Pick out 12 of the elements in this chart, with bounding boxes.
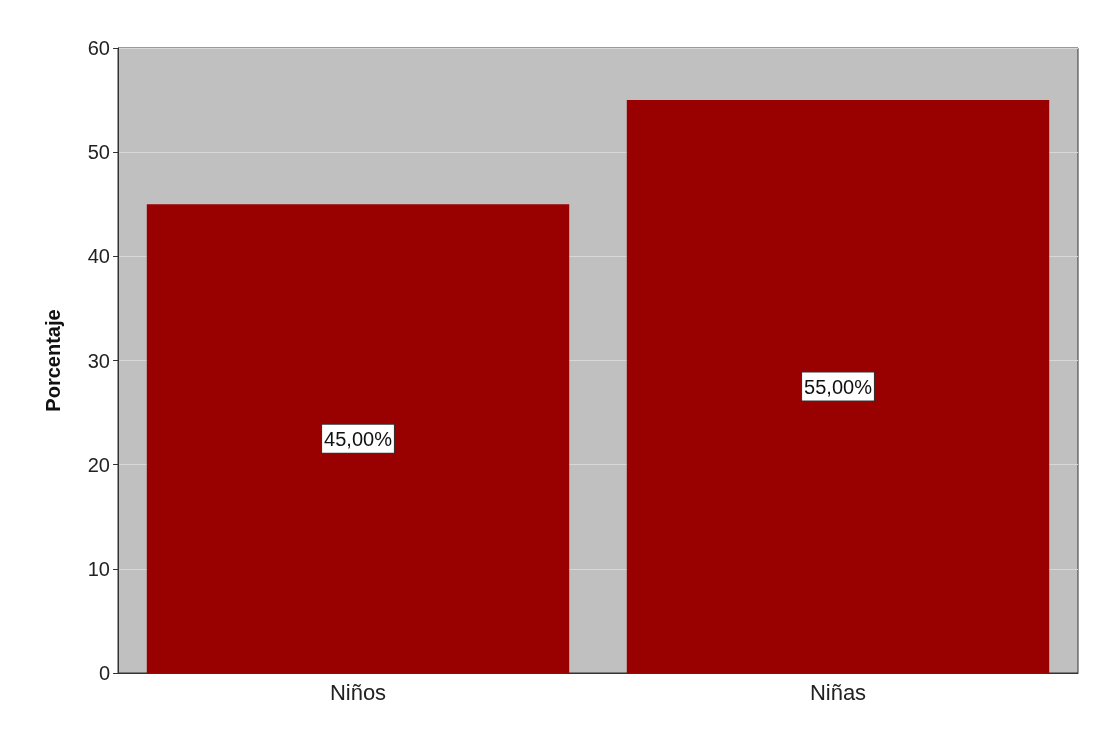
y-tick-label: 30 [87, 349, 110, 372]
y-tick-label: 20 [87, 453, 110, 476]
x-tick-label: Niñas [809, 679, 867, 705]
data-label: 55,00% [804, 375, 873, 398]
x-tick-label: Niños [329, 679, 387, 705]
y-axis-title: Porcentaje [42, 309, 64, 412]
y-tick-label: 40 [87, 245, 110, 268]
y-tick-label: 10 [87, 557, 110, 580]
y-tick-label: 50 [87, 141, 110, 164]
y-tick-label: 60 [87, 37, 110, 59]
y-tick-label: 0 [98, 662, 110, 684]
data-label: 45,00% [324, 427, 393, 450]
